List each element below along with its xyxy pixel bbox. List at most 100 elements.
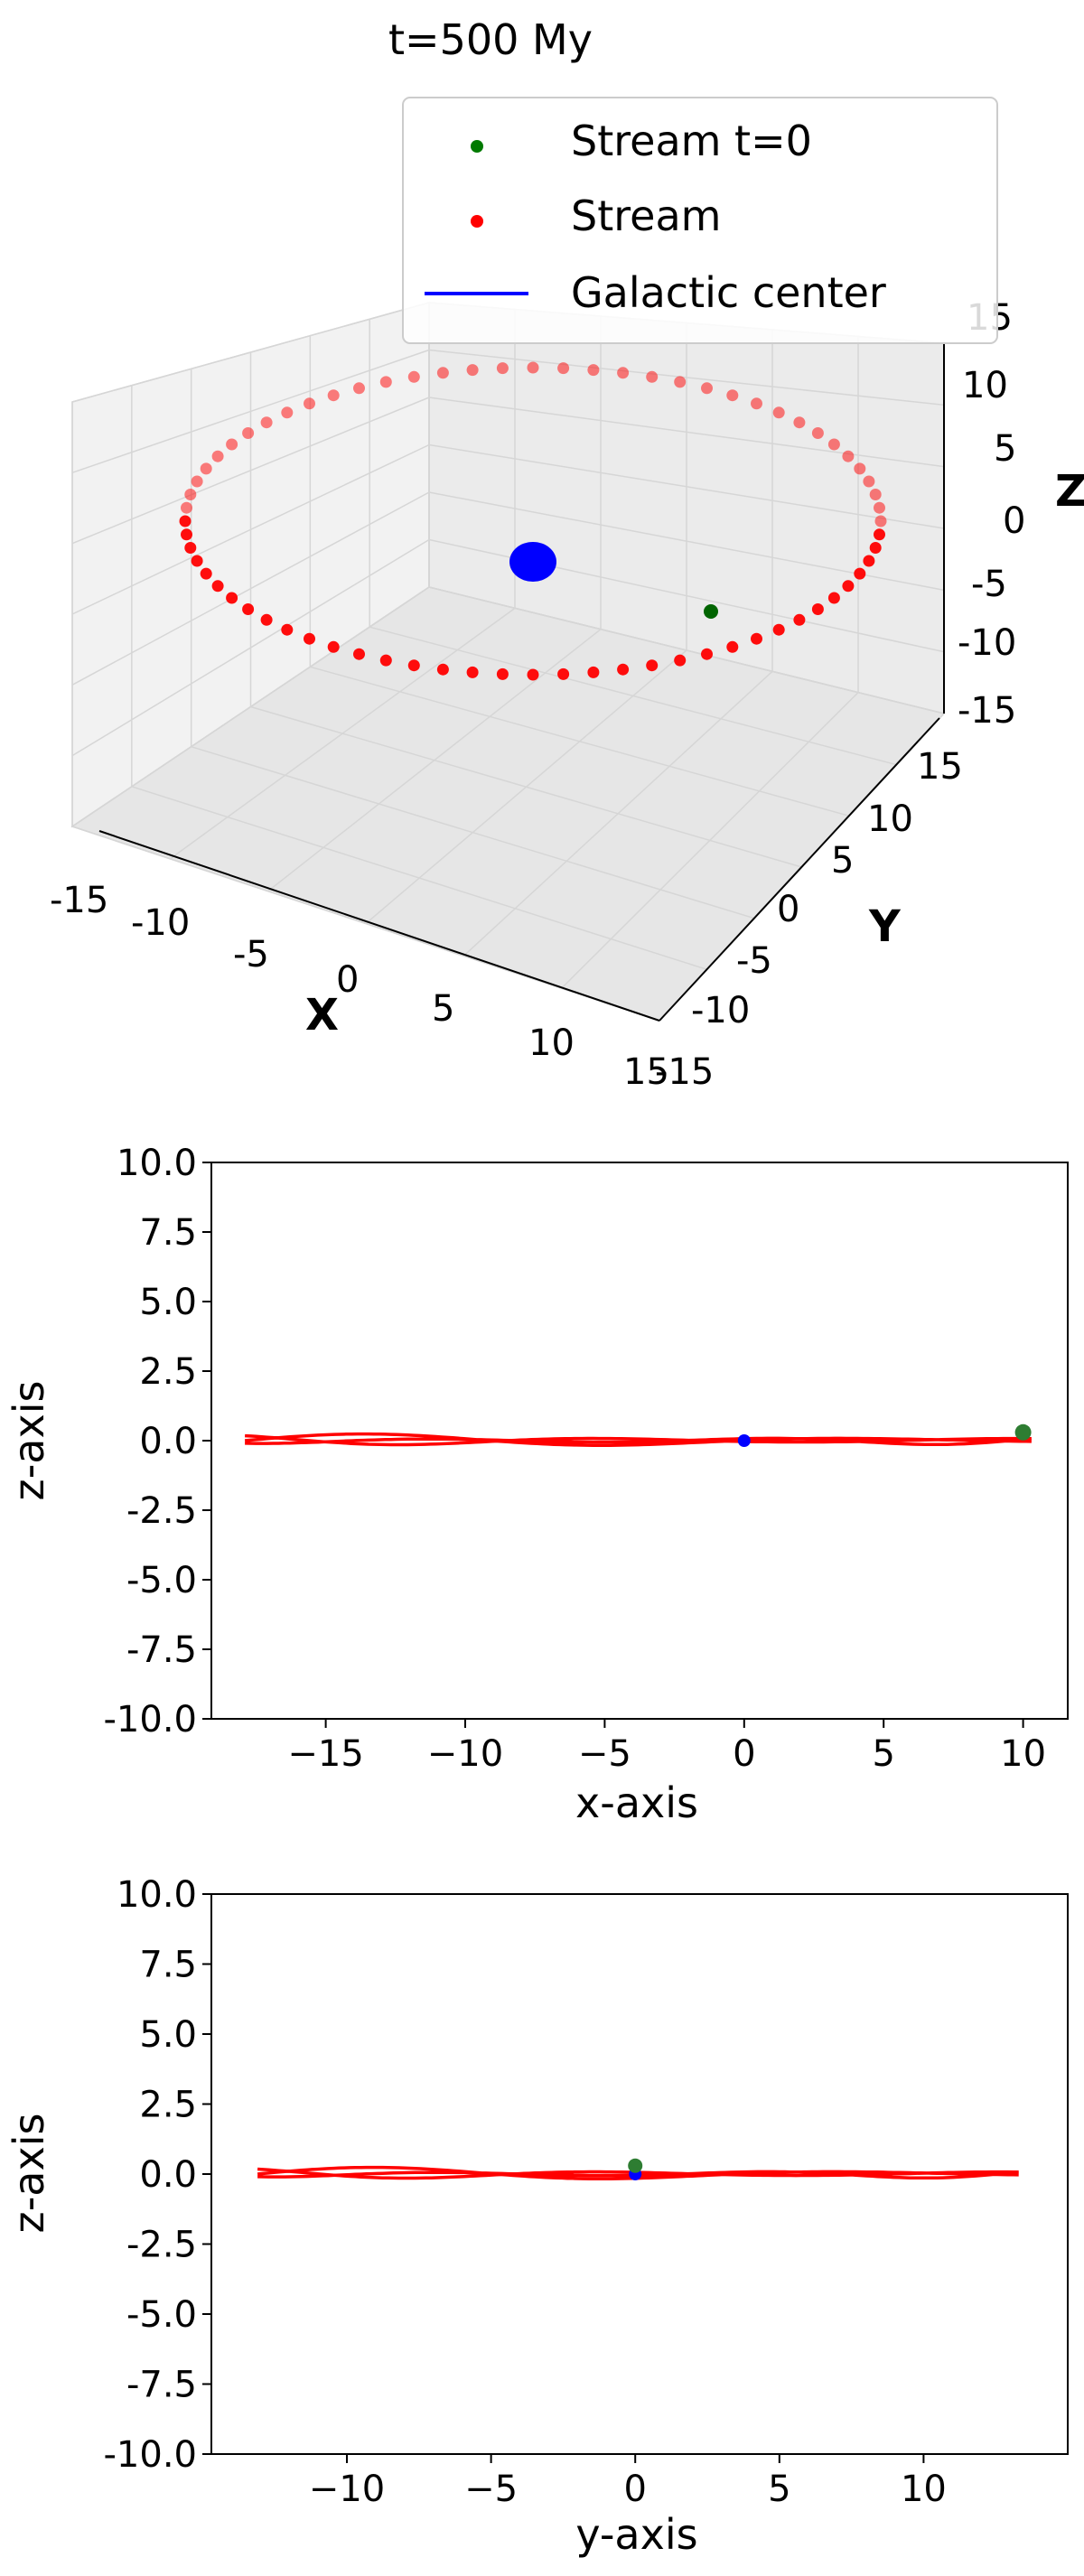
stream-point [179,515,192,527]
x-tick-label: 10 [901,2469,947,2510]
stream-point [701,382,713,395]
legend-label-stream-t0: Stream t=0 [571,117,812,165]
x-tick-label: −10 [427,1733,503,1775]
x-axis-label-3d: X [305,990,339,1041]
stream-point [854,567,866,580]
stream-point [436,663,449,676]
stream-point [874,515,887,527]
y-tick-label: 10.0 [117,1143,197,1184]
stream-point [617,367,630,379]
grid-line [369,626,897,766]
stream-point [587,666,600,678]
x-tick-label: −5 [464,2469,518,2510]
stream-point [701,648,713,660]
grid-3d [71,302,945,1022]
stream-points [179,361,887,681]
yz-stream-t0-marker [628,2158,643,2173]
panel-xz: −15 −10 −5 0 5 10 10.0 7.5 5.0 2.5 0.0 -2.5 -5.0 -7.… [5,1143,1069,1827]
stream-point [281,406,294,419]
stream-point [211,580,224,593]
stream-point [200,567,212,580]
panel-yz: −10 −5 0 5 10 10.0 7.5 5.0 2.5 0.0 -2.5 -5.0 -7.5 -1… [5,1874,1069,2559]
stream-point [587,364,600,377]
stream-point [407,659,420,672]
stream-point [466,364,479,377]
x-tick-label: −5 [578,1733,631,1775]
stream-point [646,659,659,672]
xz-y-axis-label: z-axis [5,1381,53,1501]
legend-label-galactic-center: Galactic center [571,268,886,317]
stream-point [191,475,203,488]
y-tick-label: 7.5 [139,1212,197,1254]
z-tick-label: 10 [962,365,1008,406]
stream-point [184,489,197,500]
galactic-center-marker [509,542,556,582]
stream-point [527,668,539,681]
stream-point [869,542,882,554]
x-tick-label: 5 [768,2469,790,2510]
stream-point [793,613,806,626]
stream-point [242,427,255,439]
stream-point [527,361,539,374]
y-tick-label: 5 [831,840,854,882]
grid-line [71,302,430,403]
yz-x-ticks: −10 −5 0 5 10 [309,2454,947,2510]
x-axis-line [98,830,660,1022]
y-tick-label: -5.0 [126,2294,197,2336]
stream-point [226,438,238,451]
stream-point [772,623,785,636]
stream-point [751,397,762,410]
legend: Stream t=0 Stream Galactic center [402,97,998,344]
stream-point [242,603,255,615]
stream-point [772,406,785,419]
y-axis-line [659,717,940,1022]
stream-point [674,654,687,667]
legend-box [402,97,998,344]
xz-x-ticks: −15 −10 −5 0 5 10 [287,1719,1046,1775]
xz-y-ticks: 10.0 7.5 5.0 2.5 0.0 -2.5 -5.0 -7.5 -10.0 [104,1143,211,1741]
x-tick-label: 15 [623,1051,669,1093]
stream-point [557,362,570,375]
stream-point [181,528,192,541]
yz-y-axis-label: z-axis [5,2114,53,2234]
z-axis-label-3d: Z [1055,466,1084,517]
z-tick-label: -5 [971,564,1007,605]
yz-y-ticks: 10.0 7.5 5.0 2.5 0.0 -2.5 -5.0 -7.5 -10.0 [104,1874,211,2476]
y-tick-label: 0.0 [139,1421,197,1462]
z-tick-label: 5 [994,428,1016,470]
x-tick-label: −15 [287,1733,363,1775]
yz-x-axis-label: y-axis [575,2510,697,2559]
y-tick-label: -5 [736,940,772,982]
stream-point [863,555,875,567]
x-tick-label: 10 [1000,1733,1046,1775]
x-tick-label: -10 [131,902,190,944]
stream-point [726,389,739,402]
stream-point [281,623,294,636]
x-tick-label: 0 [623,2469,646,2510]
stream-point [226,592,238,604]
y-tick-label: 0.0 [139,2154,197,2196]
stream-point [811,603,824,615]
stream-point [617,663,630,676]
y-tick-label: 10.0 [117,1874,197,1916]
y-tick-label: -10.0 [104,2434,198,2476]
y-tick-label: -5.0 [126,1560,197,1601]
stream-point [184,542,197,554]
stream-point [863,475,875,488]
stream-point [869,489,882,500]
z-tick-label: -10 [958,622,1016,664]
x-tick-label: −10 [309,2469,385,2510]
x-tick-label: 0 [336,959,359,1001]
stream-point [304,397,315,410]
z-tick-label: -15 [958,690,1016,732]
stream-point [674,376,687,388]
y-axis-label-3d: Y [868,901,902,952]
stream-point [854,462,866,475]
stream-point [557,667,570,680]
stream-point [842,450,855,462]
x-tick-label: 5 [432,988,454,1030]
chart-title: t=500 My [388,15,593,64]
grid-line [428,349,945,406]
